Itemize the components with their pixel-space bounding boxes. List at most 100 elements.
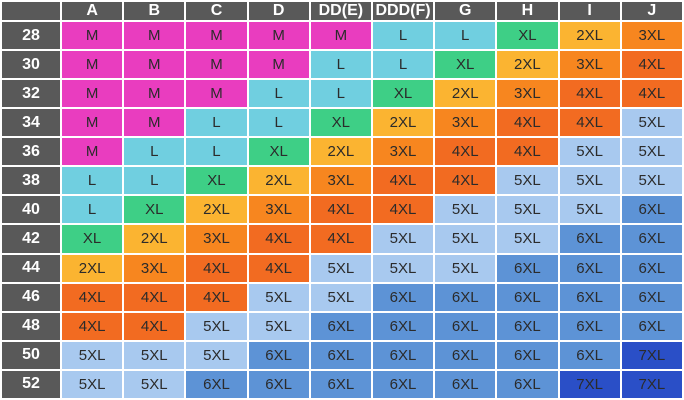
size-cell: L	[308, 78, 373, 110]
column-header: DDD(F)	[370, 0, 436, 22]
column-header: J	[619, 0, 684, 22]
size-cell: 2XL	[557, 19, 622, 52]
size-cell: 5XL	[184, 339, 249, 371]
size-cell: 6XL	[619, 310, 684, 342]
size-cell: 6XL	[557, 339, 622, 371]
size-cell: 2XL	[184, 194, 249, 226]
size-cell: L	[122, 165, 187, 197]
size-cell: 3XL	[370, 136, 436, 168]
size-cell: 6XL	[433, 281, 498, 313]
row-label: 32	[0, 78, 62, 110]
size-cell: XL	[184, 165, 249, 197]
size-cell: 7XL	[557, 368, 622, 400]
size-cell: 5XL	[370, 223, 436, 255]
row-label: 34	[0, 107, 62, 139]
size-cell: 6XL	[308, 368, 373, 400]
size-cell: 6XL	[184, 368, 249, 400]
size-cell: 6XL	[557, 281, 622, 313]
size-cell: 3XL	[122, 252, 187, 284]
size-cell: 4XL	[184, 281, 249, 313]
size-cell: 4XL	[308, 223, 373, 255]
corner-cell	[0, 0, 62, 22]
size-cell: M	[246, 19, 311, 52]
size-cell: 6XL	[557, 310, 622, 342]
size-cell: M	[308, 19, 373, 52]
size-row: 30 M M M M L L XL 2XL 3XL 4XL	[0, 49, 684, 81]
size-cell: 4XL	[433, 136, 498, 168]
size-cell: 6XL	[495, 281, 560, 313]
size-row: 42 XL 2XL 3XL 4XL 4XL 5XL 5XL 5XL 6XL 6XL	[0, 223, 684, 255]
size-cell: 3XL	[308, 165, 373, 197]
size-cell: 5XL	[184, 310, 249, 342]
size-cell: 6XL	[495, 368, 560, 400]
size-cell: 5XL	[122, 339, 187, 371]
row-label: 50	[0, 339, 62, 371]
size-cell: L	[246, 78, 311, 110]
size-cell: L	[184, 107, 249, 139]
size-cell: 6XL	[433, 310, 498, 342]
size-cell: 6XL	[619, 194, 684, 226]
size-cell: 5XL	[557, 194, 622, 226]
size-cell: 6XL	[619, 281, 684, 313]
row-label: 48	[0, 310, 62, 342]
size-cell: 5XL	[433, 194, 498, 226]
size-cell: 4XL	[370, 194, 436, 226]
size-row: 34 M M L L XL 2XL 3XL 4XL 4XL 5XL	[0, 107, 684, 139]
size-cell: 5XL	[619, 165, 684, 197]
size-cell: 4XL	[59, 310, 125, 342]
size-cell: 5XL	[433, 252, 498, 284]
size-cell: 4XL	[246, 252, 311, 284]
column-header: I	[557, 0, 622, 22]
size-cell: 5XL	[433, 223, 498, 255]
size-cell: M	[122, 19, 187, 52]
size-cell: XL	[495, 19, 560, 52]
size-cell: M	[122, 49, 187, 81]
size-cell: 3XL	[495, 78, 560, 110]
size-row: 52 5XL 5XL 6XL 6XL 6XL 6XL 6XL 6XL 7XL 7XL	[0, 368, 684, 400]
size-cell: L	[246, 107, 311, 139]
size-cell: 5XL	[59, 339, 125, 371]
size-cell: XL	[59, 223, 125, 255]
size-cell: L	[59, 194, 125, 226]
column-header: G	[433, 0, 498, 22]
size-cell: 3XL	[184, 223, 249, 255]
row-label: 44	[0, 252, 62, 284]
size-cell: 5XL	[308, 252, 373, 284]
size-cell: 6XL	[308, 339, 373, 371]
size-cell: 6XL	[557, 252, 622, 284]
size-row: 48 4XL 4XL 5XL 5XL 6XL 6XL 6XL 6XL 6XL 6XL	[0, 310, 684, 342]
size-row: 36 M L L XL 2XL 3XL 4XL 4XL 5XL 5XL	[0, 136, 684, 168]
column-header: D	[246, 0, 311, 22]
column-header: H	[495, 0, 560, 22]
size-cell: XL	[246, 136, 311, 168]
size-cell: 6XL	[433, 368, 498, 400]
size-cell: 2XL	[370, 107, 436, 139]
column-header: DD(E)	[308, 0, 373, 22]
size-cell: XL	[122, 194, 187, 226]
row-label: 46	[0, 281, 62, 313]
size-row: 32 M M M L L XL 2XL 3XL 4XL 4XL	[0, 78, 684, 110]
size-cell: 6XL	[308, 310, 373, 342]
size-cell: 5XL	[495, 165, 560, 197]
size-cell: M	[122, 78, 187, 110]
size-cell: 6XL	[495, 339, 560, 371]
size-row: 50 5XL 5XL 5XL 6XL 6XL 6XL 6XL 6XL 6XL 7XL	[0, 339, 684, 371]
size-cell: XL	[370, 78, 436, 110]
size-cell: 6XL	[557, 223, 622, 255]
row-label: 38	[0, 165, 62, 197]
size-row: 40 L XL 2XL 3XL 4XL 4XL 5XL 5XL 5XL 6XL	[0, 194, 684, 226]
size-cell: M	[246, 49, 311, 81]
size-cell: M	[59, 136, 125, 168]
size-cell: 4XL	[619, 49, 684, 81]
size-cell: 6XL	[619, 223, 684, 255]
size-row: 44 2XL 3XL 4XL 4XL 5XL 5XL 5XL 6XL 6XL 6XL	[0, 252, 684, 284]
size-cell: 5XL	[308, 281, 373, 313]
size-cell: 3XL	[246, 194, 311, 226]
size-cell: 5XL	[619, 107, 684, 139]
size-cell: XL	[433, 49, 498, 81]
row-label: 28	[0, 19, 62, 52]
size-cell: 4XL	[495, 136, 560, 168]
size-cell: L	[308, 49, 373, 81]
size-cell: 5XL	[557, 165, 622, 197]
size-cell: 6XL	[370, 339, 436, 371]
